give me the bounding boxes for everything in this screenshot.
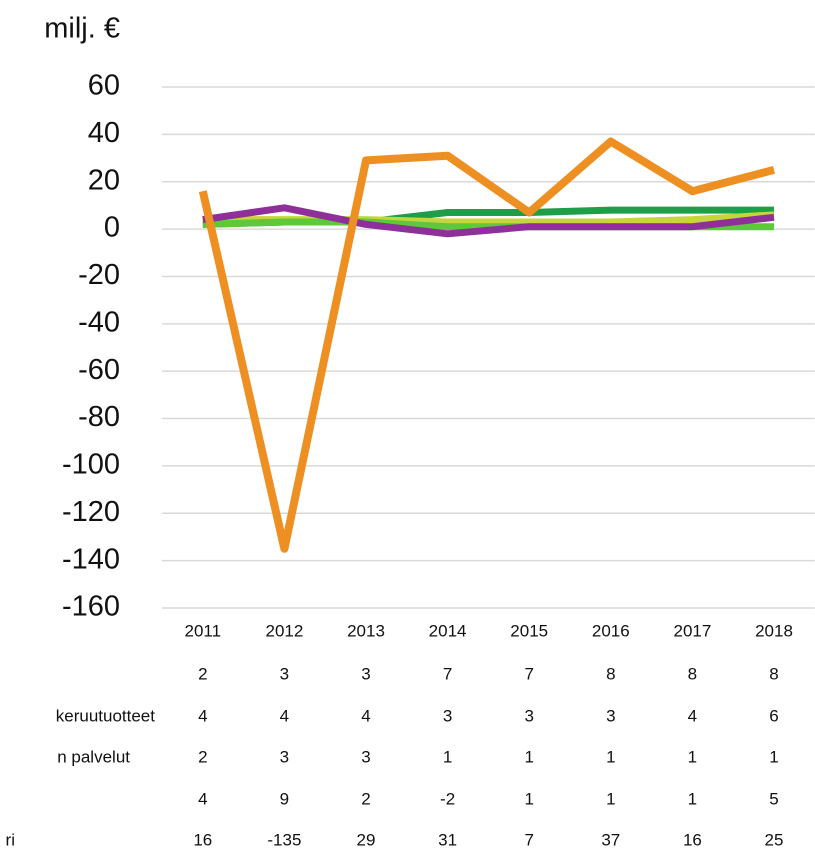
x-tick-label: 2011 — [185, 621, 222, 640]
table-cell: 8 — [688, 664, 697, 683]
table-cell: 1 — [688, 747, 697, 766]
table-cell: 3 — [280, 747, 289, 766]
table-cell: -2 — [440, 789, 455, 808]
table-cell: 4 — [280, 706, 289, 725]
table-cell: 7 — [524, 664, 533, 683]
table-cell: 2 — [198, 747, 207, 766]
y-tick-label: -160 — [62, 591, 120, 623]
table-cell: 31 — [438, 830, 457, 849]
table-cell: 4 — [361, 706, 370, 725]
y-tick-label: -40 — [78, 306, 120, 338]
x-tick-label: 2018 — [755, 621, 793, 640]
row-label: ri — [6, 830, 15, 849]
x-tick-label: 2014 — [429, 621, 467, 640]
x-tick-label: 2015 — [510, 621, 548, 640]
table-cell: 8 — [769, 664, 778, 683]
table-cell: 4 — [198, 706, 207, 725]
table-cell: 3 — [524, 706, 533, 725]
table-cell: 9 — [280, 789, 289, 808]
table-cell: -135 — [267, 830, 301, 849]
table-cell: 1 — [524, 747, 533, 766]
table-cell: 16 — [193, 830, 212, 849]
table-cell: 2 — [361, 789, 370, 808]
table-cell: 3 — [280, 664, 289, 683]
x-tick-label: 2017 — [673, 621, 711, 640]
table-cell: 8 — [606, 664, 615, 683]
y-tick-label: -140 — [62, 543, 120, 575]
y-tick-label: -120 — [62, 496, 120, 528]
row-label: keruutuotteet — [56, 706, 156, 725]
y-tick-label: 20 — [88, 164, 120, 196]
y-tick-label: -80 — [78, 401, 120, 433]
table-cell: 4 — [198, 789, 207, 808]
table-cell: 3 — [606, 706, 615, 725]
table-cell: 3 — [361, 664, 370, 683]
table-cell: 1 — [606, 747, 615, 766]
x-tick-label: 2013 — [347, 621, 385, 640]
table-cell: 6 — [769, 706, 778, 725]
series-line — [198, 137, 776, 553]
table-cell: 7 — [443, 664, 452, 683]
table-cell: 1 — [524, 789, 533, 808]
table-cell: 1 — [606, 789, 615, 808]
table-cell: 7 — [524, 830, 533, 849]
y-tick-label: 60 — [88, 70, 120, 102]
table-cell: 1 — [443, 747, 452, 766]
unit-label: milj. € — [44, 13, 120, 45]
table-cell: 37 — [601, 830, 620, 849]
y-tick-label: -100 — [62, 449, 120, 481]
table-cell: 1 — [688, 789, 697, 808]
table-cell: 2 — [198, 664, 207, 683]
x-tick-label: 2012 — [265, 621, 303, 640]
y-tick-label: -60 — [78, 354, 120, 386]
series-line — [202, 204, 775, 238]
row-label: n palvelut — [57, 747, 130, 766]
y-tick-label: 40 — [88, 117, 120, 149]
y-tick-label: -20 — [78, 259, 120, 291]
table-cell: 25 — [765, 830, 784, 849]
table-cell: 29 — [357, 830, 376, 849]
table-cell: 5 — [769, 789, 778, 808]
table-cell: 4 — [688, 706, 697, 725]
table-cell: 3 — [361, 747, 370, 766]
table-cell: 3 — [443, 706, 452, 725]
table-cell: 16 — [683, 830, 702, 849]
y-tick-label: 0 — [104, 212, 120, 244]
x-tick-label: 2016 — [592, 621, 630, 640]
table-cell: 1 — [769, 747, 778, 766]
